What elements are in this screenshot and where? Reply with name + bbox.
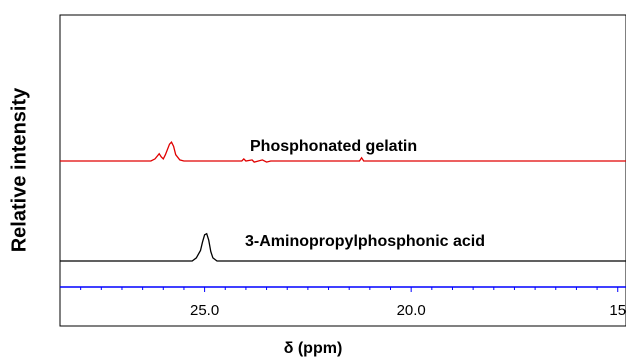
x-tick-label: 15: [609, 302, 626, 319]
plot-frame: [59, 14, 626, 327]
x-axis-label: δ (ppm): [283, 340, 343, 357]
spectrum-line-1: [60, 140, 626, 163]
x-axis-tick-labels: 25.0 20.0 15: [190, 302, 626, 319]
spectrum-label-1: Phosphonated gelatin: [250, 138, 417, 155]
spectra: [60, 140, 626, 262]
spectrum-labels: Phosphonated gelatin 3-Aminopropylphospho…: [245, 138, 485, 250]
x-tick-label: 20.0: [397, 302, 426, 319]
x-tick-label: 25.0: [190, 302, 219, 319]
spectrum-label-2: 3-Aminopropylphosphonic acid: [245, 233, 485, 250]
spectrum-line-2: [60, 232, 626, 262]
x-axis-ticks: [80, 287, 619, 292]
y-axis-label: Relative intensity: [0, 0, 40, 364]
y-axis-label-text: Relative intensity: [8, 87, 31, 253]
